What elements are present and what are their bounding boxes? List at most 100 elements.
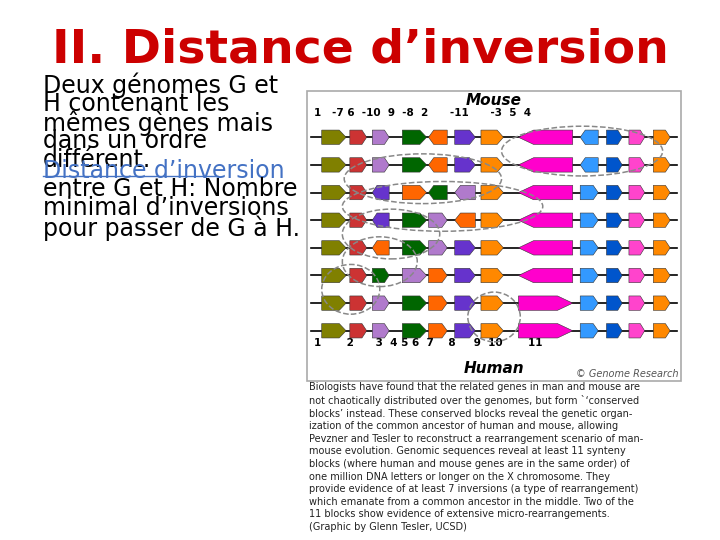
Polygon shape	[350, 213, 366, 227]
Polygon shape	[629, 158, 644, 172]
Polygon shape	[402, 158, 427, 172]
Polygon shape	[580, 323, 598, 338]
Polygon shape	[455, 323, 475, 338]
Text: minimal d’inversions: minimal d’inversions	[43, 197, 289, 220]
Polygon shape	[428, 130, 447, 145]
Polygon shape	[350, 296, 366, 310]
Polygon shape	[629, 268, 644, 282]
Polygon shape	[350, 158, 366, 172]
Polygon shape	[580, 158, 598, 172]
Text: mêmes gènes mais: mêmes gènes mais	[43, 111, 273, 136]
Text: différent.: différent.	[43, 148, 151, 172]
Polygon shape	[350, 241, 366, 255]
Polygon shape	[322, 130, 346, 145]
Polygon shape	[481, 130, 503, 145]
Polygon shape	[372, 213, 390, 227]
Polygon shape	[518, 213, 572, 227]
Polygon shape	[322, 241, 346, 255]
Polygon shape	[372, 158, 390, 172]
Polygon shape	[322, 213, 346, 227]
Polygon shape	[402, 185, 427, 200]
Polygon shape	[606, 158, 622, 172]
Polygon shape	[518, 268, 572, 282]
Polygon shape	[653, 323, 670, 338]
Text: dans un ordre: dans un ordre	[43, 130, 207, 153]
Polygon shape	[518, 241, 572, 255]
Polygon shape	[455, 213, 475, 227]
Polygon shape	[372, 268, 390, 282]
Polygon shape	[455, 296, 475, 310]
Polygon shape	[629, 130, 644, 145]
Polygon shape	[372, 296, 390, 310]
Polygon shape	[455, 158, 475, 172]
Polygon shape	[629, 241, 644, 255]
Text: 1       2      3  4 5 6  7    8     9  10       11: 1 2 3 4 5 6 7 8 9 10 11	[314, 338, 543, 348]
Polygon shape	[580, 241, 598, 255]
Polygon shape	[653, 158, 670, 172]
Polygon shape	[481, 268, 503, 282]
Polygon shape	[322, 268, 346, 282]
Polygon shape	[402, 213, 427, 227]
Polygon shape	[428, 296, 447, 310]
Polygon shape	[481, 158, 503, 172]
Polygon shape	[629, 296, 644, 310]
Polygon shape	[606, 130, 622, 145]
Polygon shape	[606, 185, 622, 200]
Polygon shape	[629, 213, 644, 227]
Text: Mouse: Mouse	[466, 93, 522, 109]
Polygon shape	[481, 213, 503, 227]
Polygon shape	[580, 185, 598, 200]
Polygon shape	[580, 296, 598, 310]
Polygon shape	[518, 296, 572, 310]
Text: II. Distance d’inversion: II. Distance d’inversion	[52, 28, 668, 72]
Polygon shape	[350, 268, 366, 282]
Polygon shape	[580, 213, 598, 227]
Text: Human: Human	[464, 361, 524, 376]
FancyBboxPatch shape	[307, 91, 681, 381]
Polygon shape	[402, 130, 427, 145]
Polygon shape	[606, 268, 622, 282]
Polygon shape	[455, 130, 475, 145]
Text: H contenant les: H contenant les	[43, 92, 230, 116]
Text: Distance d’inversion: Distance d’inversion	[43, 159, 285, 183]
Polygon shape	[606, 213, 622, 227]
Polygon shape	[372, 323, 390, 338]
Text: pour passer de G à H.: pour passer de G à H.	[43, 215, 300, 241]
Polygon shape	[455, 185, 475, 200]
Polygon shape	[428, 323, 447, 338]
Polygon shape	[606, 323, 622, 338]
Polygon shape	[372, 241, 390, 255]
Polygon shape	[350, 323, 366, 338]
Polygon shape	[481, 323, 503, 338]
Polygon shape	[322, 296, 346, 310]
Polygon shape	[322, 158, 346, 172]
Polygon shape	[518, 185, 572, 200]
Polygon shape	[481, 296, 503, 310]
Text: © Genome Research: © Genome Research	[576, 369, 679, 379]
Text: Deux génomes G et: Deux génomes G et	[43, 73, 279, 98]
Polygon shape	[402, 296, 427, 310]
Polygon shape	[322, 323, 346, 338]
Polygon shape	[402, 323, 427, 338]
Polygon shape	[428, 185, 447, 200]
Text: entre G et H: Nombre: entre G et H: Nombre	[43, 178, 297, 201]
Polygon shape	[481, 241, 503, 255]
Polygon shape	[518, 130, 572, 145]
Polygon shape	[653, 296, 670, 310]
Polygon shape	[653, 268, 670, 282]
Polygon shape	[606, 296, 622, 310]
Polygon shape	[653, 213, 670, 227]
Polygon shape	[629, 323, 644, 338]
Polygon shape	[580, 268, 598, 282]
Polygon shape	[402, 241, 427, 255]
Polygon shape	[428, 158, 447, 172]
Polygon shape	[428, 268, 447, 282]
Polygon shape	[455, 268, 475, 282]
Polygon shape	[350, 130, 366, 145]
Polygon shape	[629, 185, 644, 200]
Polygon shape	[653, 130, 670, 145]
Polygon shape	[518, 323, 572, 338]
Polygon shape	[606, 241, 622, 255]
Polygon shape	[455, 241, 475, 255]
Polygon shape	[518, 158, 572, 172]
